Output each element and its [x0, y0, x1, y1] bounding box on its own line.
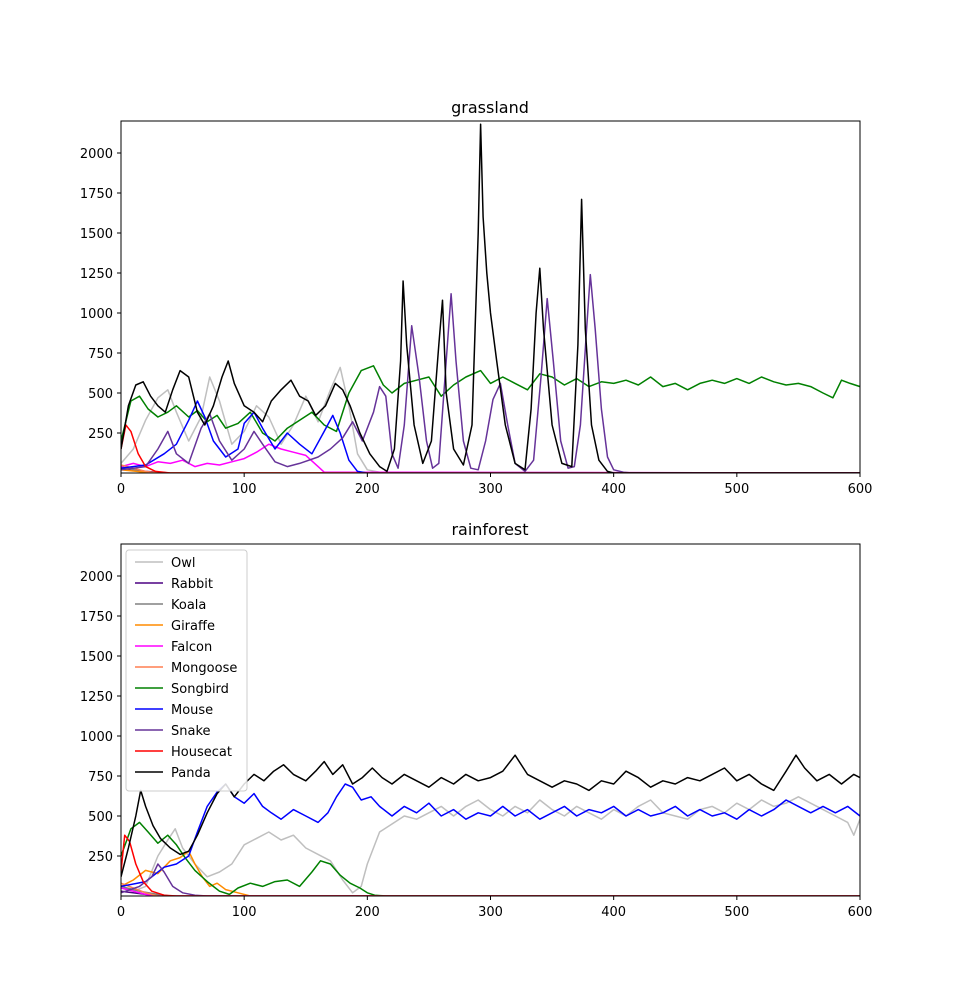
- y-tick-label: 1000: [80, 730, 113, 745]
- plot-area: 0 100 200 300 400 500 600 250 500 750 1000 1250 1500…: [80, 120, 873, 497]
- x-tick-label: 500: [724, 482, 749, 497]
- legend-label: Panda: [171, 766, 211, 781]
- x-tick-label: 300: [478, 482, 503, 497]
- series-line-panda: [121, 123, 860, 473]
- series-line-koala: [121, 885, 860, 896]
- legend-label: Housecat: [171, 745, 232, 760]
- series-line-falcon: [121, 443, 860, 473]
- legend-label: Mouse: [171, 703, 213, 718]
- series-line-rabbit: [121, 890, 860, 896]
- legend-label: Koala: [171, 598, 206, 613]
- y-tick-label: 1750: [80, 610, 113, 625]
- subplot-grassland: grassland 0 100 200 300 400 500 600 250 500 750 10…: [80, 98, 873, 497]
- chart-title: grassland: [451, 98, 529, 117]
- plot-area: 0 100 200 300 400 500 600 250 500 750 1000 1250 1500…: [80, 543, 873, 920]
- legend-label: Snake: [171, 724, 211, 739]
- y-tick-label: 1250: [80, 690, 113, 705]
- chart-title: rainforest: [451, 520, 528, 539]
- subplot-rainforest: rainforest 0 100 200 300 400 500 600 250 500 750 1…: [80, 520, 873, 920]
- y-tick-label: 1750: [80, 187, 113, 202]
- x-tick-label: 200: [355, 905, 380, 920]
- x-tick-label: 300: [478, 905, 503, 920]
- x-tick-label: 200: [355, 482, 380, 497]
- legend-label: Songbird: [171, 682, 229, 697]
- y-tick-label: 1000: [80, 307, 113, 322]
- legend-label: Giraffe: [171, 619, 215, 634]
- y-tick-label: 250: [88, 427, 113, 442]
- x-tick-label: 100: [232, 905, 257, 920]
- series-line-housecat: [121, 424, 860, 473]
- series-line-songbird: [121, 821, 860, 896]
- legend-label: Owl: [171, 556, 195, 571]
- y-tick-label: 750: [88, 770, 113, 785]
- x-tick-label: 0: [117, 905, 125, 920]
- y-tick-label: 250: [88, 850, 113, 865]
- y-tick-label: 750: [88, 347, 113, 362]
- y-tick-label: 500: [88, 387, 113, 402]
- series-line-housecat: [121, 834, 860, 896]
- series-line-mouse: [121, 400, 860, 473]
- y-tick-label: 2000: [80, 570, 113, 585]
- y-tick-label: 500: [88, 810, 113, 825]
- x-tick-label: 100: [232, 482, 257, 497]
- y-tick-label: 1250: [80, 267, 113, 282]
- y-tick-label: 1500: [80, 650, 113, 665]
- x-tick-label: 500: [724, 905, 749, 920]
- axes-frame: [120, 120, 861, 474]
- legend-label: Rabbit: [171, 577, 213, 592]
- x-tick-label: 600: [848, 905, 873, 920]
- legend: Owl Rabbit Koala Giraffe Falcon Mongoose Songb…: [125, 549, 248, 792]
- x-tick-label: 0: [117, 482, 125, 497]
- x-tick-label: 400: [601, 905, 626, 920]
- series-line-owl: [121, 366, 860, 473]
- series-line-giraffe: [121, 850, 860, 896]
- series-line-snake: [121, 273, 860, 473]
- series-line-mongoose: [121, 882, 860, 896]
- legend-label: Mongoose: [171, 661, 237, 676]
- y-tick-label: 1500: [80, 227, 113, 242]
- series-line-owl: [121, 796, 860, 894]
- series-line-panda: [121, 754, 860, 877]
- x-tick-label: 400: [601, 482, 626, 497]
- x-tick-label: 600: [848, 482, 873, 497]
- legend-label: Falcon: [171, 640, 212, 655]
- series-line-mouse: [121, 783, 860, 888]
- series-lines: [121, 123, 860, 473]
- series-line-songbird: [121, 365, 860, 442]
- y-tick-label: 2000: [80, 147, 113, 162]
